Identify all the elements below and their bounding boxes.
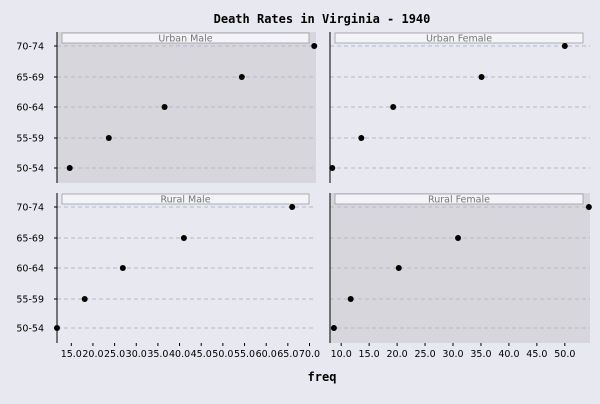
panel-rural-female: Rural Female xyxy=(329,193,592,343)
data-point xyxy=(66,165,73,171)
data-point xyxy=(81,296,88,302)
x-tick-label: 10.0 xyxy=(331,349,352,360)
strip-box xyxy=(61,32,310,44)
y-tick-label: 65-69 xyxy=(16,234,44,245)
data-point xyxy=(119,265,126,271)
strip-box xyxy=(61,193,310,205)
x-tick-label: 20.0 xyxy=(82,349,103,360)
strip-box xyxy=(334,193,584,205)
y-tick-label: 70-74 xyxy=(16,203,44,214)
x-tick-label: 55.0 xyxy=(234,349,255,360)
data-point xyxy=(395,265,402,271)
y-tick-labels: 50-54 55-59 60-64 65-69 70-74 50-54 55-59 60-64… xyxy=(16,42,57,335)
strip-label: Urban Male xyxy=(158,34,212,45)
x-tick-label: 65.0 xyxy=(277,349,298,360)
data-point xyxy=(238,74,245,80)
x-tick-label: 70.0 xyxy=(299,349,320,360)
y-tick-label: 55-59 xyxy=(16,134,44,145)
data-point xyxy=(455,235,462,241)
x-tick-labels: 15.0 20.0 25.0 30.0 35.0 40.0 45.0 50.0 55.0 60.0… xyxy=(61,343,575,360)
y-tick-label: 50-54 xyxy=(16,324,44,335)
data-point xyxy=(161,104,168,110)
data-point xyxy=(358,135,365,141)
y-tick-label: 50-54 xyxy=(16,164,44,175)
x-tick-label: 15.0 xyxy=(359,349,380,360)
y-tick-label: 60-64 xyxy=(16,264,44,275)
x-tick-label: 35.0 xyxy=(147,349,168,360)
data-point xyxy=(390,104,397,110)
data-point xyxy=(180,235,187,241)
data-point xyxy=(311,43,318,49)
y-tick-label: 55-59 xyxy=(16,295,44,306)
strip-label: Urban Female xyxy=(426,34,492,45)
x-tick-label: 30.0 xyxy=(126,349,147,360)
x-tick-label: 40.0 xyxy=(169,349,190,360)
chart-title: Death Rates in Virginia - 1940 xyxy=(214,12,431,26)
data-point xyxy=(561,43,568,49)
x-tick-label: 35.0 xyxy=(470,349,491,360)
data-point xyxy=(289,204,296,210)
strip-box xyxy=(334,32,584,44)
x-tick-label: 25.0 xyxy=(104,349,125,360)
x-tick-label: 40.0 xyxy=(498,349,519,360)
x-tick-label: 60.0 xyxy=(256,349,277,360)
panels-group: Urban Male Urban Female Rural Male Rural Fe… xyxy=(54,32,592,343)
x-tick-label: 50.0 xyxy=(212,349,233,360)
data-point xyxy=(330,325,337,331)
x-tick-label: 45.0 xyxy=(526,349,547,360)
x-tick-label: 20.0 xyxy=(387,349,408,360)
y-tick-label: 65-69 xyxy=(16,73,44,84)
x-tick-label: 25.0 xyxy=(414,349,435,360)
data-point xyxy=(585,204,592,210)
strip-label: Rural Female xyxy=(428,195,490,206)
data-point xyxy=(329,165,336,171)
data-point xyxy=(105,135,112,141)
data-point xyxy=(478,74,485,80)
x-tick-label: 15.0 xyxy=(61,349,82,360)
y-tick-label: 60-64 xyxy=(16,103,44,114)
strip-label: Rural Male xyxy=(160,195,210,206)
x-tick-label: 30.0 xyxy=(442,349,463,360)
data-point xyxy=(347,296,354,302)
panel-rural-male: Rural Male xyxy=(54,193,316,343)
x-tick-label: 50.0 xyxy=(554,349,575,360)
x-tick-label: 45.0 xyxy=(191,349,212,360)
panel-urban-male: Urban Male xyxy=(56,32,318,183)
x-axis-label: freq xyxy=(308,370,337,384)
panel-urban-female: Urban Female xyxy=(329,32,590,183)
y-tick-label: 70-74 xyxy=(16,42,44,53)
